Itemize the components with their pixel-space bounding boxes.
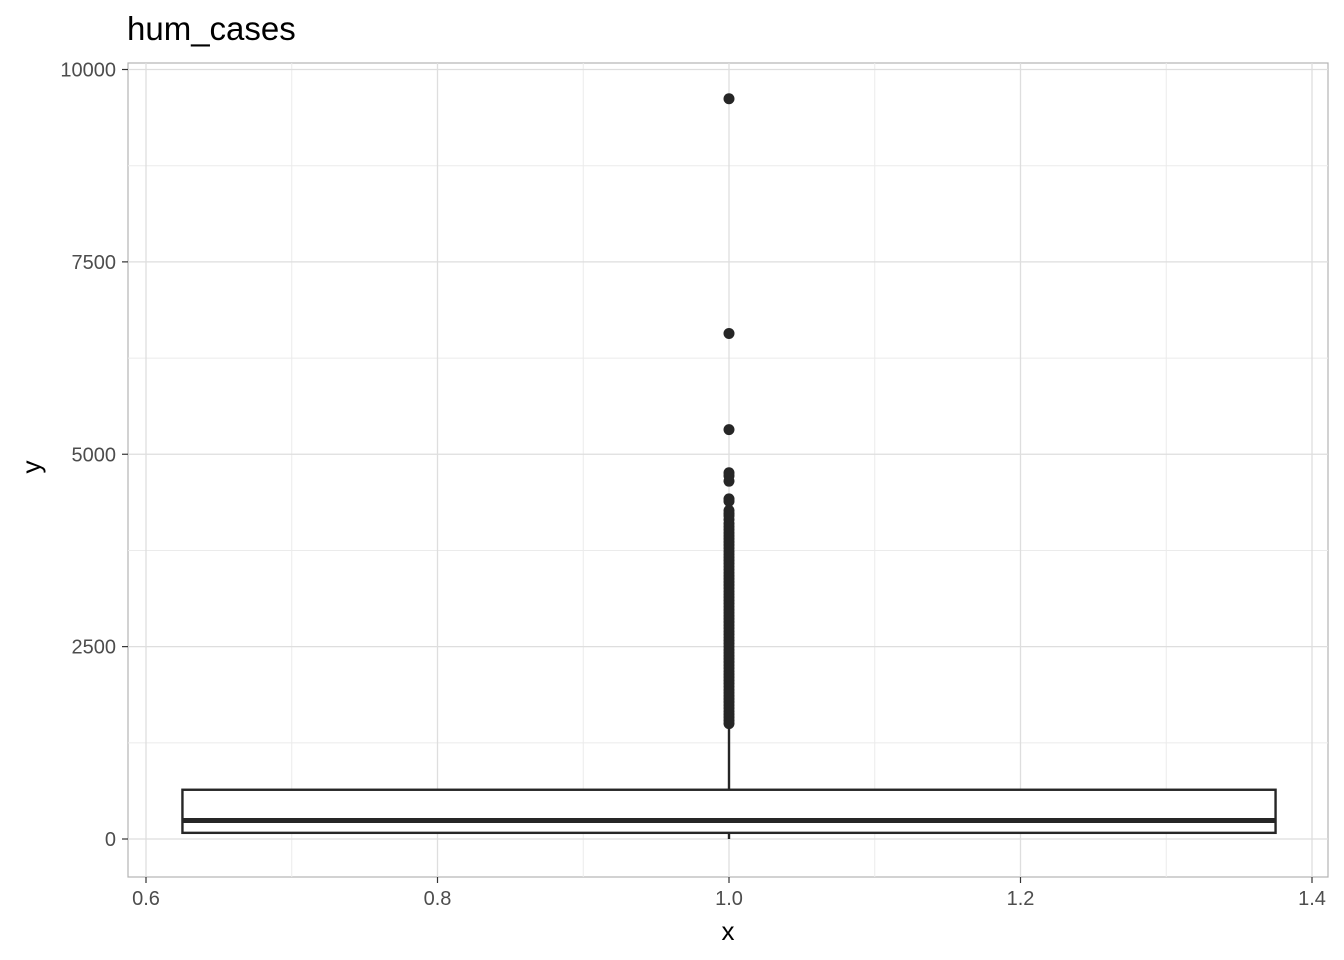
y-tick-label: 10000: [60, 60, 116, 82]
axis-ticks: [122, 68, 1313, 883]
outlier-point: [723, 424, 735, 436]
outlier-point: [723, 495, 735, 507]
axis-tick-labels: 0.6 0.8 1.0 1.2 1.4 0 2500 5000 7500 10000: [60, 60, 1326, 911]
chart-title: hum_cases: [127, 10, 296, 47]
outlier-point: [723, 718, 735, 730]
x-tick-label: 0.6: [132, 888, 160, 910]
box-iqr: [181, 788, 1277, 835]
x-tick-label: 1.4: [1298, 888, 1326, 910]
x-axis-title: x: [722, 916, 735, 946]
outlier-point: [723, 93, 735, 105]
y-tick-label: 5000: [72, 444, 117, 466]
outlier-point: [723, 475, 735, 487]
minor-gridlines: [128, 63, 1328, 877]
outlier-points: [723, 93, 735, 730]
y-tick-label: 0: [105, 829, 116, 851]
x-tick-label: 0.8: [424, 888, 452, 910]
plot-panel: [127, 62, 1329, 878]
boxplot-series: [181, 725, 1277, 839]
outlier-point: [723, 327, 735, 339]
y-tick-label: 2500: [72, 637, 117, 659]
x-tick-label: 1.2: [1007, 888, 1035, 910]
major-gridlines: [128, 63, 1328, 877]
x-tick-label: 1.0: [715, 888, 743, 910]
y-axis-title: y: [16, 461, 46, 474]
y-tick-label: 7500: [72, 252, 117, 274]
